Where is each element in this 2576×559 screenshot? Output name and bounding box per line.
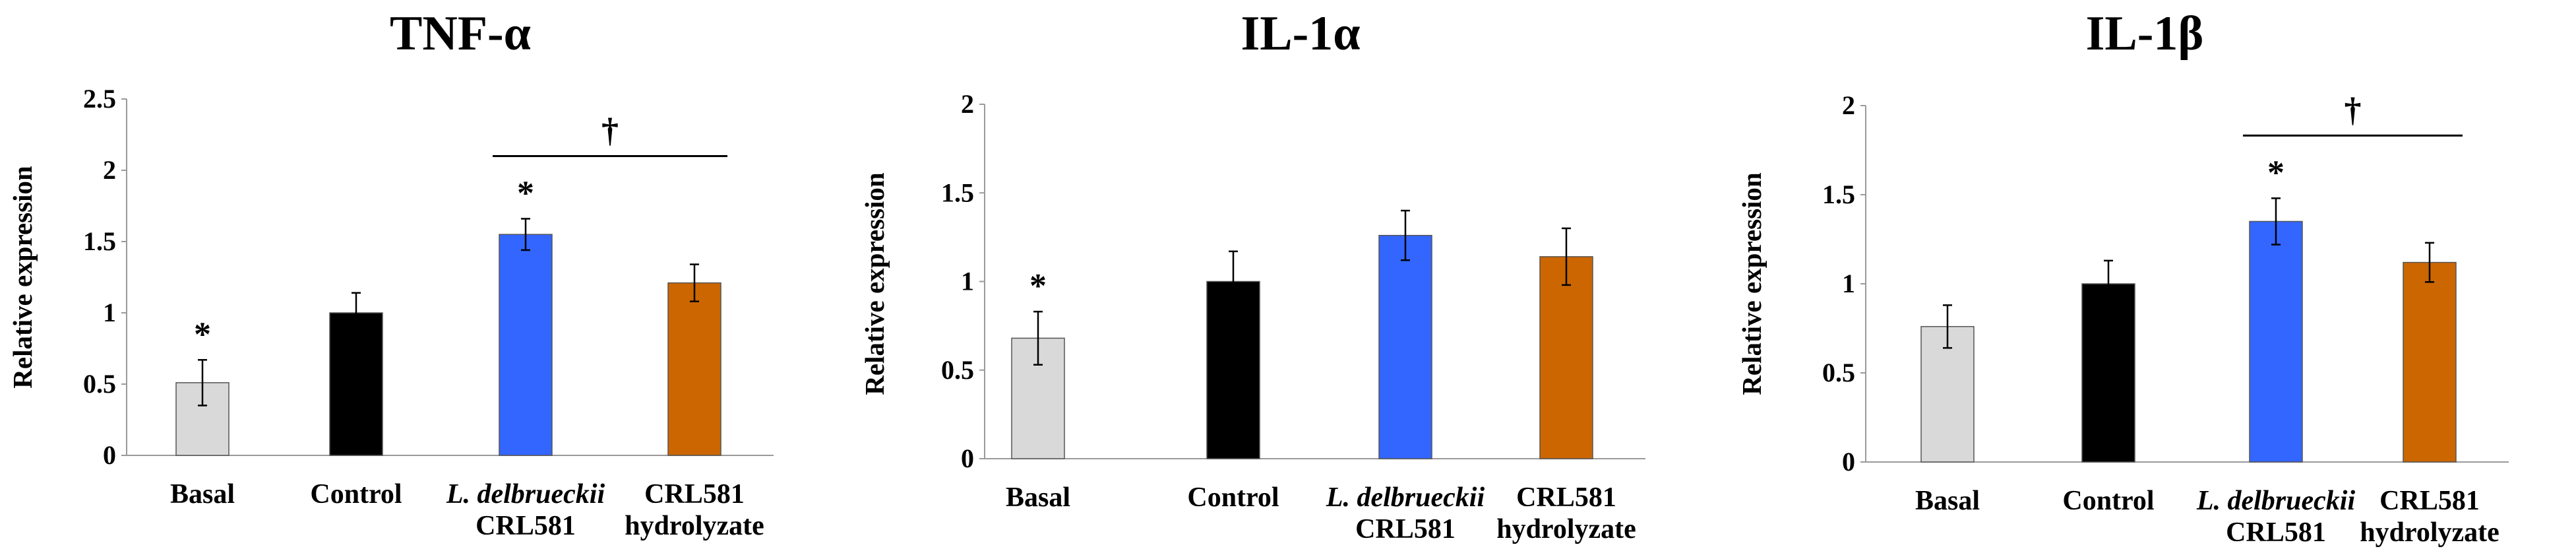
y-tick-label: 0 <box>103 440 116 470</box>
bar-4 <box>2403 261 2457 463</box>
y-tick-label: 2.5 <box>83 84 116 114</box>
x-tick-label: hydrolyzate <box>625 511 764 541</box>
x-tick-label: CRL581 <box>1516 482 1616 513</box>
significance-dagger: † <box>601 112 619 149</box>
error-bar-2 <box>1229 250 1238 313</box>
chart-panel-2: IL-1α Relative expression 0 0.5 1 1.5 2 * Basal C… <box>859 7 1645 544</box>
y-axis-label: Relative expression <box>1736 172 1767 395</box>
y-tick-label: 2 <box>961 89 974 119</box>
significance-asterisk: * <box>517 174 534 212</box>
chart-panel-3: IL-1β Relative expression 0 0.5 1 1.5 2 Basal Co… <box>1736 7 2509 548</box>
y-tick-label: 1.5 <box>941 178 974 207</box>
bar-2 <box>329 312 383 456</box>
error-bar-1 <box>1033 310 1043 366</box>
y-tick-label: 1 <box>103 298 116 327</box>
error-bar-2 <box>352 292 361 334</box>
error-bar-4 <box>2425 242 2434 283</box>
x-tick-label: L. delbrueckii <box>2196 486 2356 516</box>
x-tick-label: Control <box>310 479 402 510</box>
error-bar-3 <box>2271 197 2281 246</box>
error-bar-3 <box>521 218 530 251</box>
bar-2 <box>2081 283 2135 463</box>
error-bar-1 <box>198 359 207 407</box>
x-tick-label: CRL581 <box>2379 486 2480 516</box>
error-bar-4 <box>690 263 699 302</box>
significance-asterisk: * <box>2267 154 2285 191</box>
x-tick-label: L. delbrueckii <box>1326 482 1485 513</box>
x-tick-label: L. delbrueckii <box>446 479 605 510</box>
y-tick-label: 0.5 <box>83 369 116 399</box>
x-tick-label: Basal <box>170 479 235 510</box>
bar-3 <box>2249 220 2303 463</box>
y-tick-label: 0 <box>961 444 974 473</box>
error-bar-1 <box>1943 304 1952 349</box>
bar-3 <box>499 234 553 456</box>
x-tick-label: Control <box>1187 482 1279 513</box>
x-tick-label: CRL581 <box>1355 514 1456 544</box>
y-tick-label: 2 <box>103 155 116 185</box>
y-tick-label: 1 <box>961 267 974 296</box>
x-tick-label: Basal <box>1915 486 1980 516</box>
y-tick-label: 1.5 <box>1822 180 1855 209</box>
x-tick-label: hydrolyzate <box>2360 517 2499 548</box>
error-bar-4 <box>1562 227 1571 286</box>
x-tick-label: hydrolyzate <box>1496 514 1636 544</box>
bar-4 <box>667 282 721 456</box>
chart-title: IL-1α <box>1241 7 1360 61</box>
x-tick-label: Basal <box>1006 482 1070 513</box>
error-bar-3 <box>1401 209 1410 261</box>
error-bar-2 <box>2104 259 2113 308</box>
chart-panel-1: TNF-α Relative expression 0 0.5 1 1.5 2 2.5 * Bas… <box>7 7 774 541</box>
y-axis-label: Relative expression <box>859 172 890 395</box>
significance-dagger: † <box>2345 91 2362 129</box>
x-tick-label: CRL581 <box>2226 517 2326 548</box>
significance-asterisk: * <box>1029 267 1047 305</box>
y-tick-label: 0.5 <box>941 355 974 385</box>
x-tick-label: CRL581 <box>475 511 576 541</box>
y-tick-label: 0 <box>1842 447 1855 477</box>
bar-4 <box>1539 256 1593 459</box>
bar-3 <box>1378 234 1432 459</box>
chart-title: IL-1β <box>2086 7 2204 61</box>
significance-asterisk: * <box>194 315 211 353</box>
y-axis-label: Relative expression <box>7 166 38 389</box>
y-tick-label: 2 <box>1842 90 1855 120</box>
chart-title: TNF-α <box>390 7 531 61</box>
y-tick-label: 0.5 <box>1822 358 1855 387</box>
x-tick-label: Control <box>2062 486 2154 516</box>
y-tick-label: 1 <box>1842 269 1855 298</box>
y-tick-label: 1.5 <box>83 226 116 256</box>
bar-1 <box>1920 326 1975 463</box>
x-tick-label: CRL581 <box>644 479 745 510</box>
